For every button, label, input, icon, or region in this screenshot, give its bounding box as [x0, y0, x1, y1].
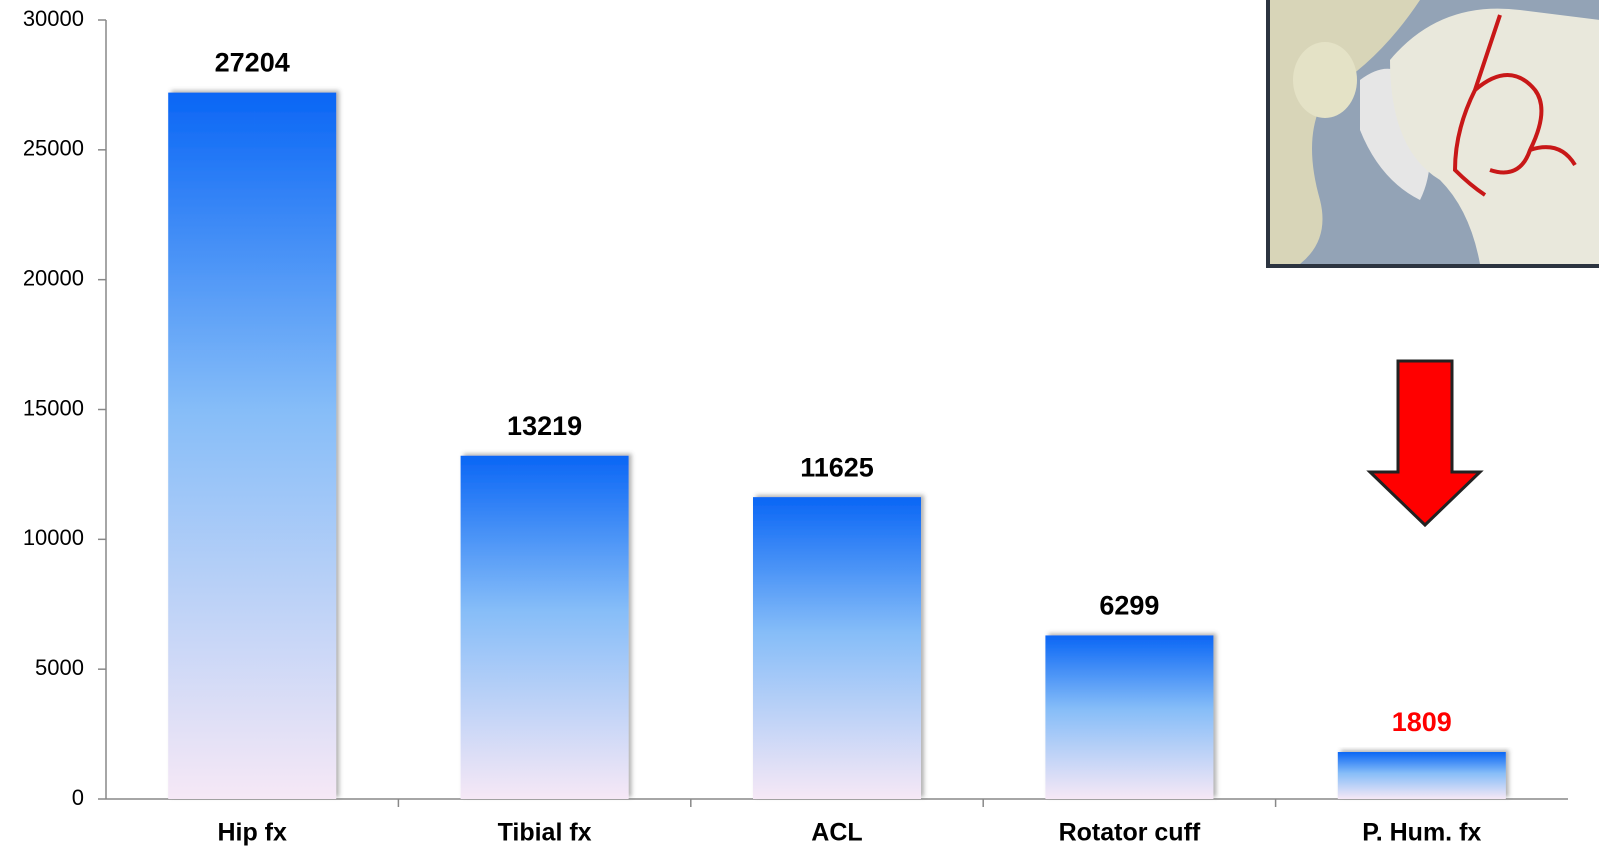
y-tick-label: 25000 — [23, 136, 84, 161]
value-label: 27204 — [215, 48, 290, 78]
value-label: 11625 — [800, 452, 874, 482]
down-arrow — [1366, 359, 1484, 528]
y-tick-label: 30000 — [23, 6, 84, 31]
y-tick-label: 5000 — [35, 655, 84, 680]
x-tick-label: Tibial fx — [498, 819, 592, 847]
bar — [753, 497, 921, 799]
x-tick-label: ACL — [811, 819, 862, 847]
value-label: 6299 — [1099, 591, 1159, 621]
y-tick-label: 20000 — [23, 265, 84, 290]
x-tick-label: P. Hum. fx — [1362, 819, 1481, 847]
x-tick-label: Hip fx — [217, 819, 287, 847]
bar — [168, 92, 337, 800]
y-tick-label: 15000 — [23, 395, 84, 420]
value-label: 13219 — [507, 411, 582, 441]
bar — [460, 455, 629, 799]
bar — [1045, 635, 1214, 799]
y-tick-label: 10000 — [23, 525, 84, 550]
shoulder-illustration — [1266, 0, 1599, 268]
value-label: 1809 — [1392, 707, 1452, 737]
y-tick-label: 0 — [72, 785, 84, 810]
x-tick-label: Rotator cuff — [1059, 819, 1201, 847]
bar — [1337, 752, 1506, 799]
